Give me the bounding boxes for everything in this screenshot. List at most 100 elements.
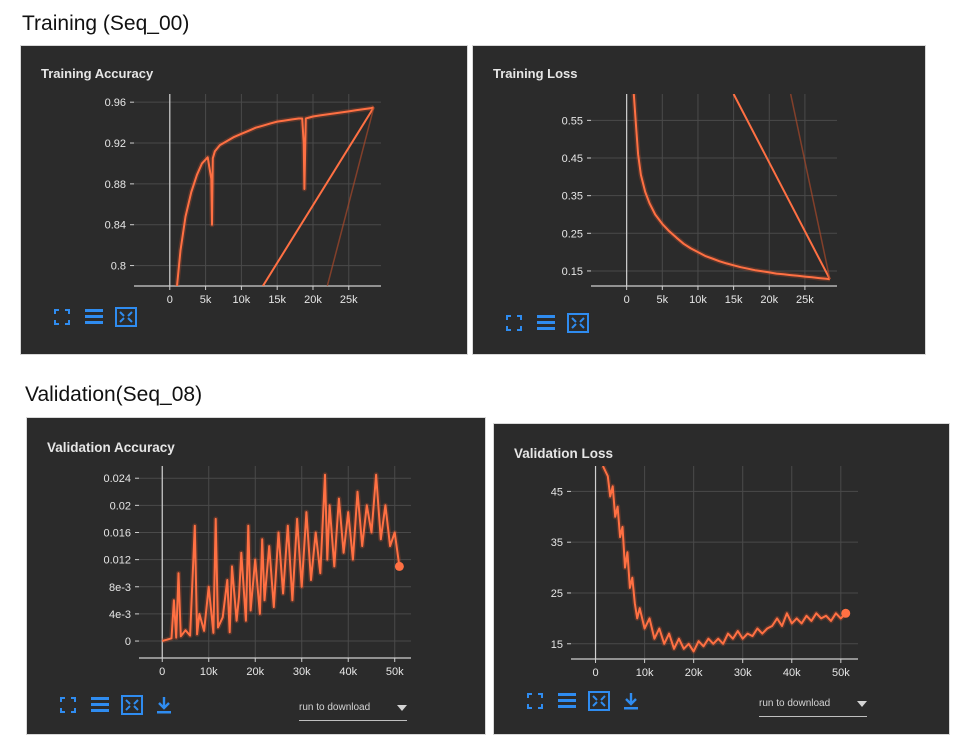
validation-accuracy-panel: Validation Accuracy 0 10k 20k 30k 40k 50k 0 4e-… — [26, 417, 486, 735]
y-tick-label: 0.92 — [105, 138, 126, 150]
x-tick-label: 40k — [783, 667, 801, 679]
y-tick-label: 8e-3 — [109, 582, 131, 594]
y-tick-label: 0.016 — [103, 527, 131, 539]
grid-lines — [591, 94, 837, 286]
x-tick-label: 10k — [689, 294, 707, 306]
chart-toolbar — [51, 306, 137, 328]
y-tick-label: 4e-3 — [109, 609, 131, 621]
y-tick-label: 0.012 — [103, 555, 131, 567]
x-tick-label: 15k — [268, 294, 286, 306]
y-tick-label: 0 — [125, 636, 131, 648]
series-line-raw — [174, 104, 375, 286]
plot-area — [600, 466, 848, 654]
series-faint-line — [326, 107, 375, 286]
series-faint-line — [789, 94, 831, 280]
series-line — [632, 94, 831, 281]
training-section-title: Training (Seq_00) — [22, 12, 190, 35]
fit-to-data-icon[interactable] — [503, 312, 525, 334]
y-tick-label: 0.35 — [562, 191, 583, 203]
y-tick-label: 0.45 — [562, 153, 583, 165]
x-tick-label: 30k — [734, 667, 752, 679]
series-wrap-line — [732, 94, 831, 280]
series-end-marker — [394, 561, 404, 571]
x-tick-label: 5k — [200, 294, 212, 306]
run-to-download-select[interactable]: run to download — [759, 694, 867, 717]
x-tick-label: 20k — [760, 294, 778, 306]
x-tick-label: 20k — [685, 667, 703, 679]
expand-chart-icon[interactable] — [588, 690, 610, 712]
y-tick-label: 0.88 — [105, 179, 126, 191]
validation-loss-chart: 0 10k 20k 30k 40k 50k 15 25 35 45 — [551, 466, 858, 679]
series-end-marker — [841, 608, 851, 618]
x-tick-label: 10k — [233, 294, 251, 306]
x-tick-label: 0 — [159, 666, 165, 678]
training-accuracy-chart: 0 5k 10k 15k 20k 25k 0.8 0.84 0.88 0.92 0.96 — [105, 94, 381, 306]
y-tick-label: 0.15 — [562, 266, 583, 278]
x-tick-label: 50k — [386, 666, 404, 678]
x-tick-label: 10k — [200, 666, 218, 678]
validation-loss-panel: Validation Loss 0 10k 20k 30k 40k 50k 15 25 35 45… — [493, 423, 950, 735]
x-tick-label: 10k — [636, 667, 654, 679]
chart-title: Training Loss — [493, 66, 578, 81]
x-tick-label: 0 — [167, 294, 173, 306]
chart-toolbar — [57, 694, 175, 716]
y-tick-label: 0.024 — [103, 473, 131, 485]
y-tick-label: 35 — [551, 537, 563, 549]
training-accuracy-panel: Training Accuracy 0 5k 10k 15k 20k 25k 0.8 0.84… — [20, 45, 468, 355]
fit-to-data-icon[interactable] — [51, 306, 73, 328]
expand-chart-icon[interactable] — [121, 694, 143, 716]
validation-accuracy-chart: 0 10k 20k 30k 40k 50k 0 4e-3 8e-3 0.012 0.016 0.02 0… — [103, 466, 411, 678]
x-tick-label: 30k — [293, 666, 311, 678]
toggle-legend-icon[interactable] — [83, 306, 105, 328]
series-line-raw — [600, 466, 848, 654]
y-tick-label: 0.02 — [110, 500, 131, 512]
run-to-download-select[interactable]: run to download — [299, 698, 407, 721]
y-tick-label: 0.8 — [111, 261, 126, 273]
chart-title: Validation Loss — [514, 446, 614, 461]
y-tick-label: 0.96 — [105, 97, 126, 109]
x-tick-label: 5k — [656, 294, 668, 306]
chart-toolbar — [503, 312, 589, 334]
plot-area — [161, 472, 402, 644]
run-select-label: run to download — [759, 697, 831, 709]
training-loss-chart: 0 5k 10k 15k 20k 25k 0.15 0.25 0.35 0.45 0.55 — [562, 94, 837, 306]
x-tick-label: 40k — [339, 666, 357, 678]
fit-to-data-icon[interactable] — [57, 694, 79, 716]
series-line — [601, 466, 847, 653]
series-line — [161, 473, 401, 642]
run-select-label: run to download — [299, 701, 371, 713]
toggle-legend-icon[interactable] — [535, 312, 557, 334]
x-tick-label: 15k — [725, 294, 743, 306]
y-tick-label: 45 — [551, 486, 563, 498]
chart-title: Validation Accuracy — [47, 440, 175, 455]
x-tick-label: 50k — [832, 667, 850, 679]
y-tick-label: 0.55 — [562, 115, 583, 127]
plot-area — [174, 104, 375, 286]
validation-section-title: Validation(Seq_08) — [25, 383, 203, 406]
y-tick-label: 25 — [551, 588, 563, 600]
expand-chart-icon[interactable] — [567, 312, 589, 334]
plot-area — [631, 94, 831, 282]
x-tick-label: 20k — [304, 294, 322, 306]
download-icon[interactable] — [153, 694, 175, 716]
x-tick-label: 0 — [624, 294, 630, 306]
toggle-legend-icon[interactable] — [89, 694, 111, 716]
series-line — [176, 106, 375, 286]
toggle-legend-icon[interactable] — [556, 690, 578, 712]
expand-chart-icon[interactable] — [115, 306, 137, 328]
training-loss-panel: Training Loss 0 5k 10k 15k 20k 25k 0.15 0.25 0.3… — [472, 45, 926, 355]
series-wrap-line — [262, 106, 375, 286]
x-tick-label: 20k — [246, 666, 264, 678]
y-tick-label: 15 — [551, 639, 563, 651]
series-line-raw — [631, 94, 831, 282]
y-tick-label: 0.84 — [105, 220, 126, 232]
x-tick-label: 0 — [592, 667, 598, 679]
dropdown-arrow-icon — [397, 698, 407, 716]
fit-to-data-icon[interactable] — [524, 690, 546, 712]
chart-title: Training Accuracy — [41, 66, 154, 81]
download-icon[interactable] — [620, 690, 642, 712]
dropdown-arrow-icon — [857, 694, 867, 712]
y-tick-label: 0.25 — [562, 228, 583, 240]
x-tick-label: 25k — [340, 294, 358, 306]
grid-lines — [134, 94, 381, 286]
